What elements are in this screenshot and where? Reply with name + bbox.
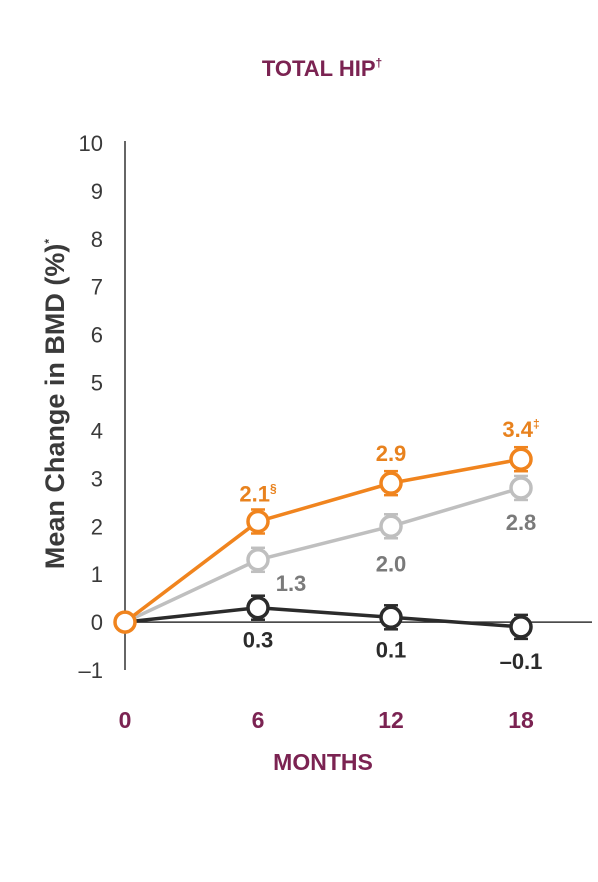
y-tick-label: 2 bbox=[91, 514, 103, 539]
data-point-marker bbox=[246, 509, 270, 534]
y-tick-label: 0 bbox=[91, 610, 103, 635]
data-label: 2.0 bbox=[376, 551, 407, 576]
y-tick-label: 5 bbox=[91, 371, 103, 396]
origin-marker bbox=[113, 610, 137, 634]
data-point-marker bbox=[246, 595, 270, 620]
data-label: 0.1 bbox=[376, 637, 407, 662]
data-point-marker bbox=[379, 471, 403, 495]
data-point-marker bbox=[509, 615, 533, 639]
y-tick-label: 6 bbox=[91, 323, 103, 348]
x-axis-label: MONTHS bbox=[273, 749, 373, 775]
y-axis-label: Mean Change in BMD (%)* bbox=[40, 239, 70, 570]
data-label: 0.3 bbox=[243, 628, 274, 653]
data-point-marker bbox=[379, 514, 403, 539]
y-tick-label: 8 bbox=[91, 227, 103, 252]
y-tick-label: 3 bbox=[91, 466, 103, 491]
data-label: 3.4‡ bbox=[502, 417, 539, 442]
data-label: 2.8 bbox=[506, 510, 537, 535]
data-label: –0.1 bbox=[500, 649, 543, 674]
data-point-marker bbox=[509, 447, 533, 471]
data-label: 2.9 bbox=[376, 441, 407, 466]
series-line bbox=[123, 457, 522, 624]
data-label: 1.3 bbox=[276, 571, 307, 596]
data-point-marker bbox=[379, 605, 403, 630]
y-tick-label: 7 bbox=[91, 275, 103, 300]
x-tick-label: 0 bbox=[119, 707, 132, 733]
x-tick-labels: 0 6 12 18 bbox=[119, 707, 534, 733]
x-tick-label: 12 bbox=[378, 707, 404, 733]
x-tick-label: 18 bbox=[508, 707, 534, 733]
y-tick-label: 9 bbox=[91, 179, 103, 204]
data-point-marker bbox=[509, 476, 533, 500]
y-tick-label: 1 bbox=[91, 562, 103, 587]
data-point-marker bbox=[246, 548, 270, 572]
y-tick-label: 10 bbox=[79, 131, 103, 156]
series-layer bbox=[113, 445, 533, 641]
data-labels-layer: 2.1§ 2.9 3.4‡ 1.3 2.0 2.8 0.3 0.1 –0.1 bbox=[239, 417, 542, 674]
data-label: 2.1§ bbox=[239, 481, 277, 506]
y-tick-label: –1 bbox=[79, 658, 103, 683]
series-line bbox=[124, 486, 522, 624]
series-line bbox=[124, 605, 522, 629]
x-tick-label: 6 bbox=[252, 707, 265, 733]
y-tick-label: 4 bbox=[91, 418, 103, 443]
chart-title: TOTAL HIP† bbox=[262, 56, 382, 81]
